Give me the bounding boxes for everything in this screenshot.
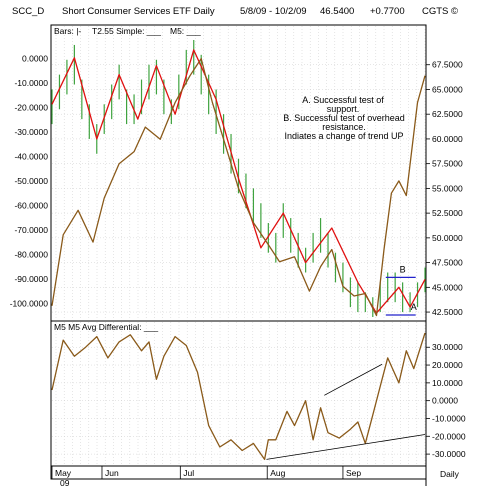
- annotation-line-3: B. Successful test of overhead: [283, 113, 405, 123]
- x-axis-month-label: Jun: [105, 468, 119, 478]
- header-title: Short Consumer Services ETF Daily: [62, 6, 215, 17]
- right-axis-tick-label: 57.5000: [432, 159, 463, 169]
- bottom-axis-tick-label: -20.0000: [432, 431, 466, 441]
- x-axis: May Jun Jul Aug Sep: [51, 466, 361, 479]
- header-last-price: 46.5400: [320, 6, 354, 17]
- x-axis-month-label: Aug: [270, 468, 285, 478]
- bottom-axis-tick-label: 0.0000: [432, 396, 458, 406]
- markers: AB: [400, 265, 417, 313]
- left-axis: 0.0000 -10.0000 -20.0000 -30.0000 -40.0000 -5…: [10, 54, 49, 309]
- x-axis-year: 09: [60, 478, 70, 488]
- bottom-panel-legend: M5 M5 Avg Differential: ___: [54, 322, 158, 332]
- m5-line: [51, 57, 426, 317]
- left-axis-tick-label: -40.0000: [14, 151, 48, 161]
- bottom-axis-tick-label: 20.0000: [432, 360, 463, 370]
- left-axis-tick-label: -80.0000: [14, 249, 48, 259]
- header-credit: CGTS ©: [422, 6, 458, 17]
- series-lines: [51, 49, 426, 461]
- right-axis-tick-label: 65.0000: [432, 84, 463, 94]
- x-axis-month-label: Jul: [183, 468, 194, 478]
- bottom-axis-tick-label: -10.0000: [432, 413, 466, 423]
- right-axis-tick-label: 67.5000: [432, 60, 463, 70]
- marker-b: B: [400, 265, 406, 275]
- left-axis-tick-label: -50.0000: [14, 176, 48, 186]
- left-axis-tick-label: -90.0000: [14, 274, 48, 284]
- left-axis-tick-label: -70.0000: [14, 225, 48, 235]
- right-axis-tick-label: 47.5000: [432, 258, 463, 268]
- right-axis-tick-label: 42.5000: [432, 307, 463, 317]
- left-axis-tick-label: -10.0000: [14, 78, 48, 88]
- lower-trend-line: [266, 434, 426, 460]
- legend-t255: T2.55 Simple: ___: [92, 26, 161, 36]
- annotation-line-5: Indiates a change of trend UP: [284, 131, 403, 141]
- legend-bars: Bars: |-: [54, 26, 81, 36]
- upper-trend-line: [324, 363, 383, 396]
- right-axis-tick-label: 55.0000: [432, 183, 463, 193]
- chart-header: SCC_D Short Consumer Services ETF Daily …: [12, 6, 458, 17]
- header-change: +0.7700: [370, 6, 405, 17]
- right-axis: 67.5000 65.0000 62.5000 60.0000 57.5000 55.00…: [426, 60, 463, 317]
- header-symbol: SCC_D: [12, 6, 44, 17]
- marker-a: A: [411, 302, 417, 312]
- left-axis-tick-label: -20.0000: [14, 103, 48, 113]
- top-panel-legend: Bars: |- T2.55 Simple: ___ M5: ___: [54, 26, 201, 36]
- annotation-line-4: resistance.: [322, 122, 366, 132]
- left-axis-tick-label: -30.0000: [14, 127, 48, 137]
- right-axis-tick-label: 45.0000: [432, 282, 463, 292]
- annotation-line-2: support.: [327, 104, 360, 114]
- x-axis-month-label: Sep: [346, 468, 361, 478]
- grid-layer: [52, 26, 426, 465]
- right-axis-tick-label: 62.5000: [432, 109, 463, 119]
- x-axis-period: Daily: [440, 469, 460, 479]
- bottom-axis-tick-label: 30.0000: [432, 342, 463, 352]
- bottom-axis-tick-label: 10.0000: [432, 378, 463, 388]
- m5-differential-line: [51, 332, 426, 461]
- right-axis-tick-label: 50.0000: [432, 233, 463, 243]
- annotation-note: A. Successful test of support. B. Succes…: [283, 95, 405, 141]
- legend-m5: M5: ___: [170, 26, 201, 36]
- header-date-range: 5/8/09 - 10/2/09: [240, 6, 307, 17]
- x-axis-month-label: May: [55, 468, 72, 478]
- annotation-line-1: A. Successful test of: [302, 95, 384, 105]
- right-axis-tick-label: 60.0000: [432, 134, 463, 144]
- right-axis-tick-label: 52.5000: [432, 208, 463, 218]
- bottom-right-axis: 30.0000 20.0000 10.0000 0.0000 -10.0000 -20.0…: [426, 342, 466, 459]
- left-axis-tick-label: -100.0000: [10, 298, 49, 308]
- bottom-axis-tick-label: -30.0000: [432, 449, 466, 459]
- left-axis-tick-label: 0.0000: [22, 54, 48, 64]
- left-axis-tick-label: -60.0000: [14, 200, 48, 210]
- bottom-panel-frame: [50, 320, 427, 467]
